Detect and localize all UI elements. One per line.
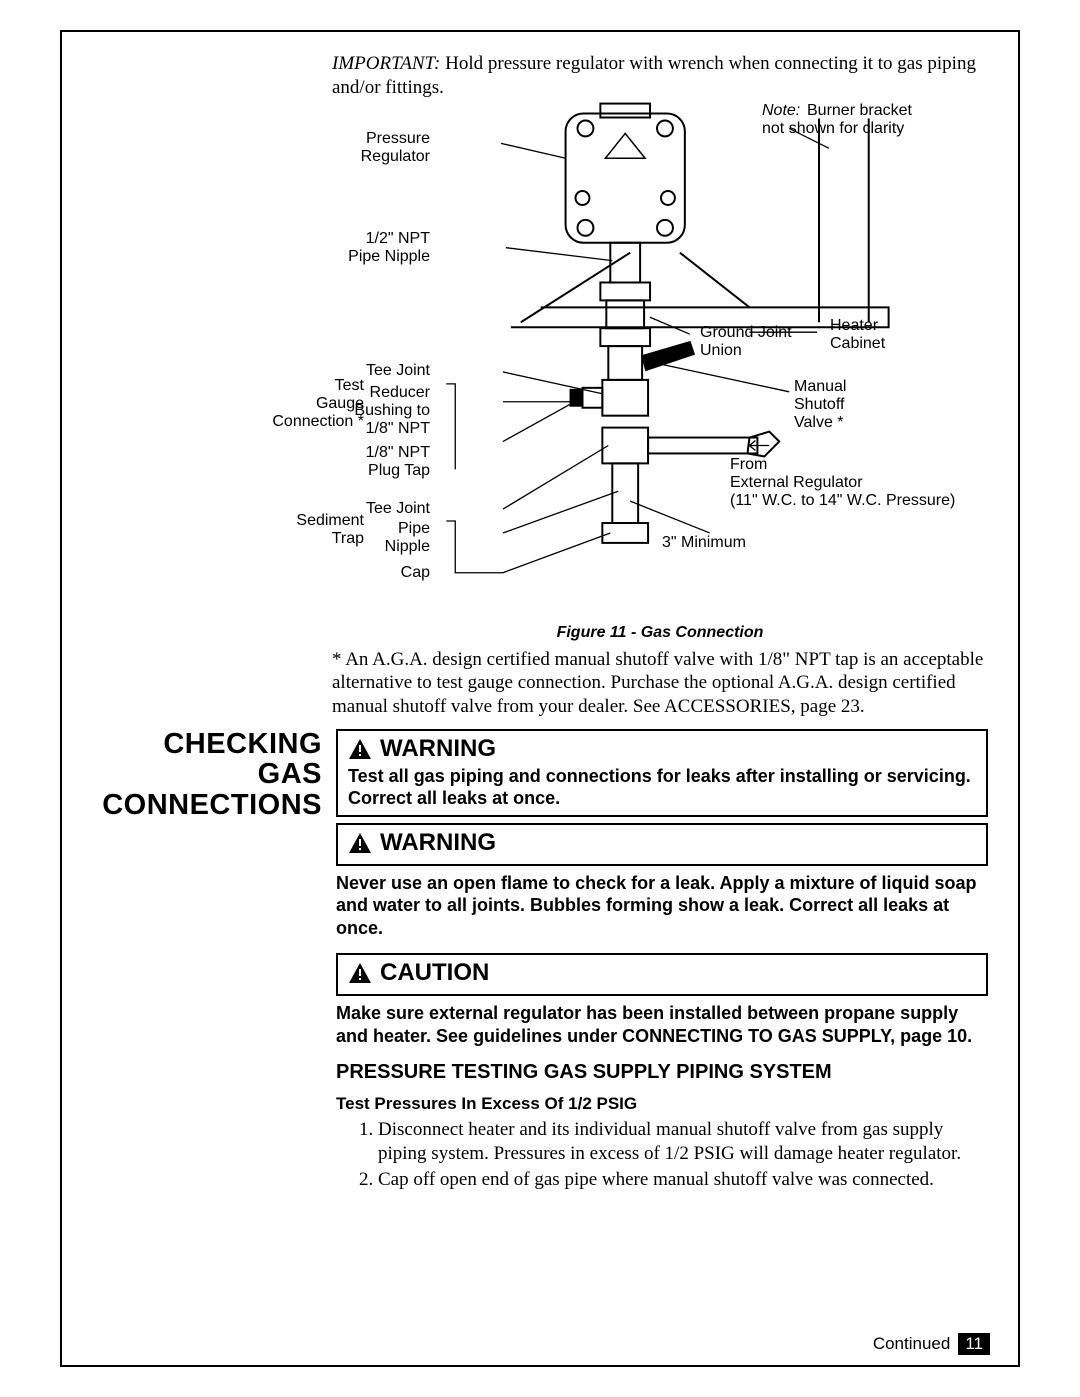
label-from-ext: FromExternal Regulator(11" W.C. to 14" W… — [730, 456, 955, 511]
label-manual: ManualShutoffValve * — [794, 378, 846, 433]
label-pressure: PressureRegulator — [361, 130, 430, 167]
gas-connection-diagram: Note: Burner bracket not shown for clari… — [332, 102, 988, 622]
label-sediment: SedimentTrap — [296, 512, 364, 549]
caution-icon — [348, 962, 372, 984]
alert-header-2: WARNING — [348, 829, 976, 857]
warning-box-2: WARNING — [336, 823, 988, 866]
figure-caption: Figure 11 - Gas Connection — [332, 624, 988, 642]
label-plugtap: 1/8" NPTPlug Tap — [366, 444, 430, 481]
alert-label-3: CAUTION — [380, 959, 489, 987]
alert-text-1: Test all gas piping and connections for … — [348, 765, 976, 810]
warning-icon — [348, 832, 372, 854]
continued-label: Continued — [873, 1334, 951, 1354]
label-3min: 3" Minimum — [662, 534, 746, 552]
important-lead: IMPORTANT: — [332, 53, 440, 74]
label-pipenip: PipeNipple — [385, 520, 430, 557]
page-footer: Continued 11 — [873, 1333, 990, 1355]
label-ground: Ground JointUnion — [700, 324, 792, 361]
alerts-continued: WARNING — [336, 823, 988, 866]
section-body: WARNING Test all gas piping and connecti… — [336, 729, 988, 823]
caution-wrap: CAUTION — [336, 953, 988, 996]
label-half-npt: 1/2" NPTPipe Nipple — [348, 230, 430, 267]
caution-box: CAUTION — [336, 953, 988, 996]
steps-list: Disconnect heater and its individual man… — [356, 1118, 988, 1191]
section-title: CHECKING GAS CONNECTIONS — [92, 729, 322, 820]
page-frame: IMPORTANT: Hold pressure regulator with … — [60, 30, 1020, 1367]
alert-label-1: WARNING — [380, 735, 496, 763]
label-note-lead: Note: — [762, 102, 800, 120]
section-row: CHECKING GAS CONNECTIONS WARNING Test al… — [92, 729, 988, 823]
alert-text-2: Never use an open flame to check for a l… — [336, 872, 988, 940]
pressure-testing-heading: PRESSURE TESTING GAS SUPPLY PIPING SYSTE… — [336, 1061, 988, 1084]
alert-header-3: CAUTION — [348, 959, 976, 987]
label-note-a: Burner bracket — [807, 102, 912, 120]
page-number: 11 — [958, 1333, 990, 1355]
label-testgauge: TestGaugeConnection * — [272, 377, 364, 432]
label-tee-b: Tee Joint — [366, 500, 430, 518]
step-2: Cap off open end of gas pipe where manua… — [378, 1168, 988, 1192]
step-1: Disconnect heater and its individual man… — [378, 1118, 988, 1166]
label-tee-a: Tee Joint — [366, 362, 430, 380]
important-note: IMPORTANT: Hold pressure regulator with … — [332, 52, 988, 100]
alert-header-1: WARNING — [348, 735, 976, 763]
label-cap: Cap — [401, 564, 430, 582]
footnote-text: * An A.G.A. design certified manual shut… — [332, 648, 988, 719]
label-note-b: not shown for clarity — [762, 120, 904, 138]
label-reducer: ReducerBushing to1/8" NPT — [354, 384, 430, 439]
label-heater: HeaterCabinet — [830, 317, 885, 354]
warning-icon — [348, 738, 372, 760]
diagram-svg — [332, 102, 988, 622]
test-pressures-subheading: Test Pressures In Excess Of 1/2 PSIG — [336, 1094, 988, 1114]
alert-text-3: Make sure external regulator has been in… — [336, 1002, 988, 1047]
warning-box-1: WARNING Test all gas piping and connecti… — [336, 729, 988, 817]
alert-label-2: WARNING — [380, 829, 496, 857]
